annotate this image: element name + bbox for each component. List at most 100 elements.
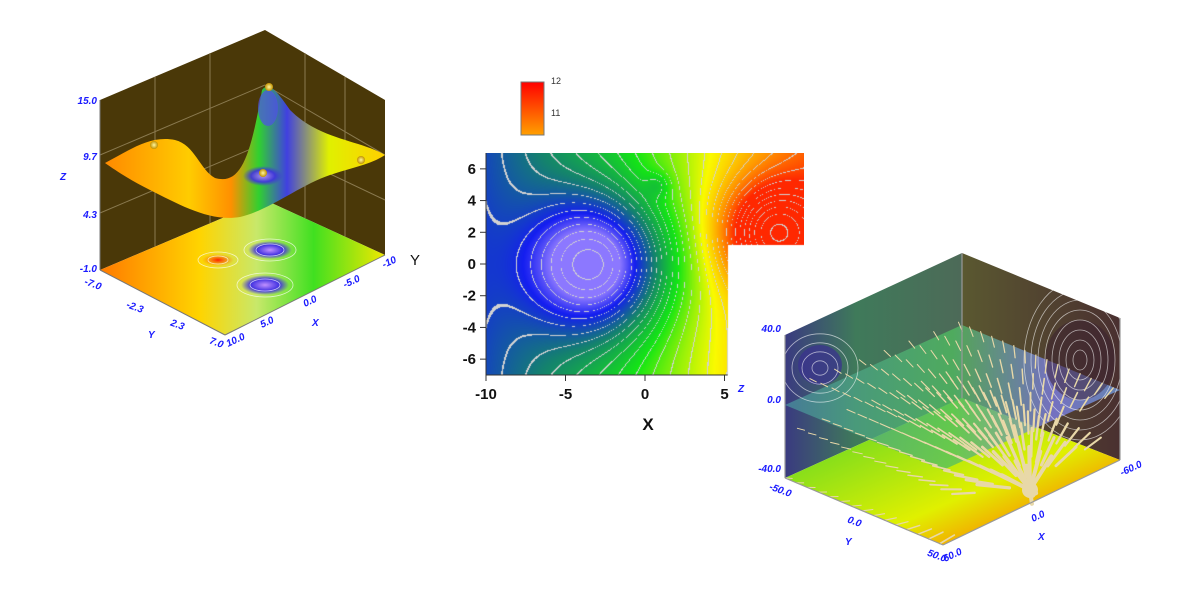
z-tick: 40.0 (761, 324, 782, 335)
x-tick: 5.0 (259, 315, 277, 331)
vector-arrow (820, 382, 829, 388)
y-tick: -50.0 (768, 482, 794, 500)
vector-arrow (967, 380, 976, 395)
y-tick: -7.0 (83, 277, 103, 293)
vector-arrow (991, 450, 1018, 478)
contour-line (791, 342, 849, 394)
vector-arrow (1063, 427, 1080, 447)
vector-arrow (975, 403, 987, 421)
vector-arrow (964, 399, 976, 414)
vector-arrow (875, 406, 886, 413)
vector-arrow (944, 415, 958, 428)
vector-arrow (1021, 368, 1024, 385)
vector-arrow (903, 378, 913, 387)
z-tick: 9.7 (83, 152, 97, 163)
vector-arrow (985, 373, 993, 388)
contour-line (811, 360, 829, 376)
vector-arrow (966, 424, 982, 441)
vector-arrow (959, 436, 978, 451)
vector-arrow (1038, 396, 1043, 417)
vector-arrow (1029, 426, 1034, 458)
vector-arrow (1050, 382, 1057, 400)
vector-arrow (930, 429, 946, 439)
vector-arrow (892, 373, 901, 381)
vector-arrow (925, 387, 936, 398)
vector-arrow (864, 401, 874, 408)
vector-arrow (920, 380, 931, 391)
vector-arrow (890, 427, 903, 434)
y-tick: 7.0 (208, 336, 225, 351)
vector-arrow (909, 455, 926, 462)
contour-line (801, 351, 839, 385)
vector-arrow (858, 359, 867, 366)
vector-arrow (843, 427, 854, 432)
y-tick-label: -6 (463, 351, 476, 368)
x-tick-label: 5 (720, 386, 728, 403)
vector-arrow (1079, 396, 1090, 412)
vector-arrow (896, 469, 911, 474)
y-axis-label: Y (845, 537, 853, 548)
contour-axes: -10 -5 0 5 6 4 2 0 -2 -4 -6 (463, 153, 729, 403)
vector-arrow (986, 408, 998, 428)
x-tick: -5.0 (342, 273, 363, 290)
vector-arrow (898, 451, 913, 457)
vector-arrow (887, 446, 901, 452)
vector-arrow (931, 385, 942, 396)
vector-arrow (1026, 410, 1030, 435)
vector-arrow (1054, 363, 1059, 379)
vector-arrow (961, 417, 977, 433)
vector-arrow (869, 363, 878, 371)
vector-arrow (919, 345, 927, 354)
vector-arrow (1016, 440, 1029, 479)
vector-arrow (953, 394, 965, 408)
vector-arrow (964, 478, 994, 486)
vector-arrow (852, 451, 863, 455)
y-tick-label: 2 (468, 224, 476, 241)
vector-arrow (999, 359, 1004, 374)
vector-arrow (956, 375, 965, 389)
y-tick: -2.3 (125, 300, 145, 316)
vector-arrow (1104, 387, 1114, 399)
vector-arrow (953, 474, 979, 481)
vector-arrow (978, 385, 987, 401)
vector-arrow (846, 409, 856, 414)
vector-arrow (906, 394, 918, 403)
vector-arrow (989, 389, 998, 407)
vector-arrow (955, 419, 970, 434)
vector-arrow (1034, 431, 1045, 464)
vector-arrow (1018, 387, 1023, 406)
vector-arrow (1064, 368, 1070, 384)
contour-line (1030, 289, 1130, 431)
vector-arrow (856, 378, 865, 384)
x-tick-label: 0 (641, 386, 649, 403)
vector-arrow (807, 432, 817, 436)
vector-arrow (915, 418, 928, 427)
vector-arrow (874, 460, 887, 464)
vector-arrow (919, 424, 934, 434)
vector-arrow (994, 431, 1011, 457)
surface-chart: 15.0 9.7 4.3 -1.0 Z -7.0 -2.3 2.3 7.0 Y … (59, 30, 420, 351)
vector-arrow (1083, 377, 1092, 392)
vector-arrow (918, 399, 929, 409)
z-tick: 4.3 (82, 210, 97, 221)
vector-arrow (955, 340, 962, 352)
vector-arrow (905, 524, 921, 531)
vector-arrow (911, 401, 923, 410)
vector-arrow (863, 455, 875, 460)
vector-arrow (991, 335, 995, 348)
vector-arrow (916, 528, 933, 536)
y-tick-label: 0 (468, 256, 476, 273)
vector-arrow (1093, 382, 1103, 396)
vector-arrow (918, 479, 936, 483)
z-tick: -40.0 (758, 464, 781, 475)
vector-arrow (950, 413, 965, 427)
contour-line (1023, 279, 1137, 441)
vector-arrow (871, 399, 881, 406)
vector-arrow (916, 363, 925, 373)
x-tick-label: -10 (475, 386, 497, 403)
z-axis-label: Z (737, 384, 745, 395)
surface (105, 86, 385, 218)
vector-arrow (1041, 377, 1046, 395)
vector-arrow (809, 378, 817, 383)
vector-arrow (1046, 440, 1067, 468)
